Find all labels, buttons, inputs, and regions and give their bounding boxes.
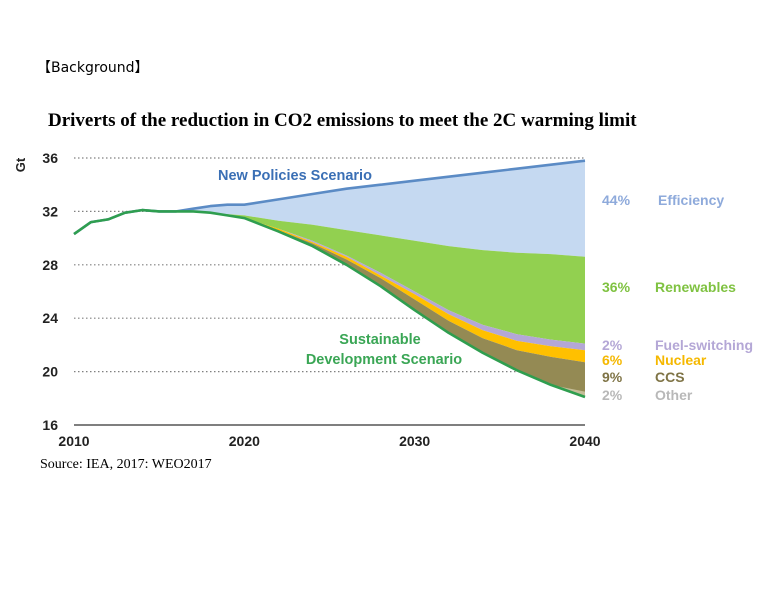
share-label-nuclear: 6% — [602, 352, 623, 368]
name-label-nuclear: Nuclear — [655, 352, 707, 368]
share-label-ccs: 9% — [602, 369, 623, 385]
share-label-fuel-switching: 2% — [602, 337, 623, 353]
name-label-efficiency: Efficiency — [658, 192, 724, 208]
y-tick-label-24: 24 — [42, 310, 58, 326]
name-label-ccs: CCS — [655, 369, 685, 385]
y-tick-label-20: 20 — [42, 364, 58, 380]
x-tick-label-2040: 2040 — [569, 433, 600, 449]
background-label: 【Background】 — [37, 60, 149, 76]
wedge-area-ccs — [176, 211, 585, 397]
sds-label-line1: Sustainable — [339, 332, 420, 348]
y-tick-label-32: 32 — [42, 203, 58, 219]
share-label-efficiency: 44% — [602, 192, 631, 208]
y-tick-label-36: 36 — [42, 150, 58, 166]
axis-layer: 16 20 24 28 32 36 2010 2020 2030 2040 Gt — [13, 150, 601, 449]
y-tick-label-16: 16 — [42, 417, 58, 433]
x-tick-label-2020: 2020 — [229, 433, 260, 449]
wedge-area-nuclear — [176, 211, 585, 363]
sds-label-line2: Development Scenario — [306, 352, 462, 368]
y-tick-label-28: 28 — [42, 257, 58, 273]
name-label-fuel-switching: Fuel-switching — [655, 337, 753, 353]
wedge-area-efficiency — [176, 160, 585, 257]
label-layer: New Policies Scenario Sustainable Developm… — [218, 168, 753, 403]
y-axis-label: Gt — [13, 157, 28, 172]
sustainable-development-line — [73, 208, 586, 399]
share-label-renewables: 36% — [602, 279, 631, 295]
share-label-other: 2% — [602, 387, 623, 403]
name-label-renewables: Renewables — [655, 279, 736, 295]
name-label-other: Other — [655, 387, 693, 403]
chart-title: Driverts of the reduction in CO2 emissio… — [48, 110, 637, 131]
source-note: Source: IEA, 2017: WEO2017 — [40, 457, 212, 472]
line-layer — [73, 159, 586, 399]
area-layer — [176, 160, 585, 397]
x-tick-label-2030: 2030 — [399, 433, 430, 449]
wedge-area-renewables — [176, 211, 585, 344]
new-policies-label: New Policies Scenario — [218, 168, 372, 184]
x-tick-label-2010: 2010 — [58, 433, 89, 449]
